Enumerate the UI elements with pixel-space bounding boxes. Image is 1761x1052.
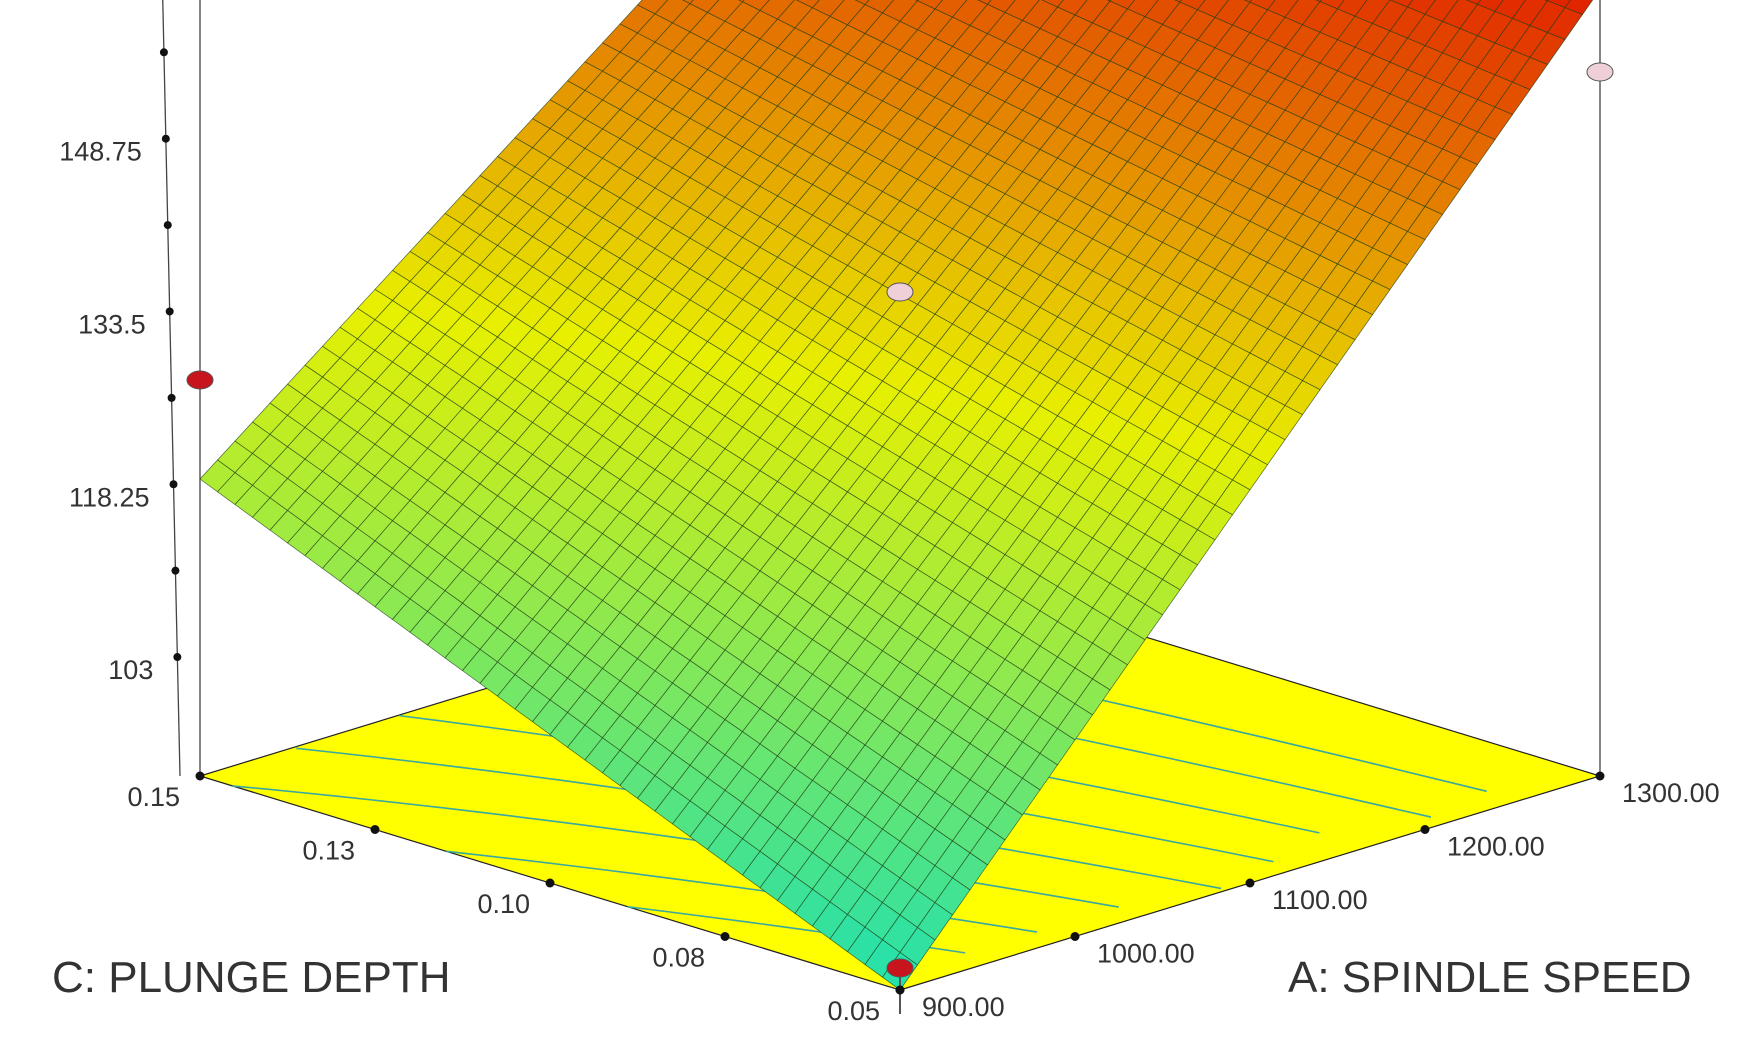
y-tick-label: 0.05 bbox=[827, 996, 880, 1026]
x-axis-ticks: 900.00 1000.00 1100.00 1200.00 1300.00 bbox=[895, 771, 1720, 1022]
x-axis-title: A: SPINDLE SPEED bbox=[1288, 953, 1691, 1002]
x-tick-mark bbox=[1595, 771, 1605, 781]
y-tick-label: 0.13 bbox=[302, 836, 355, 866]
z-tick-mark bbox=[171, 566, 180, 575]
design-point bbox=[1586, 62, 1614, 82]
z-tick-mark bbox=[169, 480, 178, 489]
z-tick-mark bbox=[173, 653, 182, 662]
y-tick-mark bbox=[895, 985, 905, 995]
surface-cell bbox=[977, 0, 992, 5]
design-point bbox=[186, 370, 214, 390]
z-tick-label: 103 bbox=[108, 655, 153, 685]
z-tick-label: 148.75 bbox=[59, 137, 142, 167]
x-tick-mark bbox=[1070, 932, 1080, 941]
design-points bbox=[186, 62, 1614, 1014]
design-point bbox=[886, 958, 914, 978]
z-tick-label: 118.25 bbox=[69, 482, 150, 512]
x-tick-mark bbox=[1420, 825, 1430, 834]
y-tick-mark bbox=[370, 825, 380, 834]
x-tick-label: 900.00 bbox=[922, 992, 1005, 1022]
z-tick-mark bbox=[167, 393, 176, 402]
z-tick-label: 133.5 bbox=[78, 309, 146, 339]
y-tick-label: 0.10 bbox=[477, 889, 530, 919]
x-tick-label: 1300.00 bbox=[1622, 778, 1720, 808]
x-tick-label: 1100.00 bbox=[1272, 885, 1368, 915]
z-axis-line bbox=[162, 0, 181, 777]
z-tick-mark bbox=[161, 134, 170, 143]
y-tick-mark bbox=[720, 932, 730, 941]
z-tick-mark bbox=[165, 307, 174, 316]
response-surface bbox=[199, 0, 1594, 991]
y-tick-label: 0.08 bbox=[652, 943, 705, 973]
y-axis-title: C: PLUNGE DEPTH bbox=[52, 953, 451, 1002]
x-tick-label: 1000.00 bbox=[1097, 939, 1195, 969]
z-tick-mark bbox=[163, 221, 172, 230]
y-tick-mark bbox=[195, 771, 205, 781]
z-tick-mark bbox=[159, 48, 168, 57]
x-tick-label: 1200.00 bbox=[1447, 832, 1545, 862]
y-axis-ticks: 0.05 0.08 0.10 0.13 0.15 bbox=[127, 771, 905, 1026]
design-point bbox=[886, 282, 914, 302]
y-tick-mark bbox=[545, 878, 555, 888]
y-tick-label: 0.15 bbox=[127, 782, 180, 812]
x-tick-mark bbox=[1245, 878, 1255, 888]
